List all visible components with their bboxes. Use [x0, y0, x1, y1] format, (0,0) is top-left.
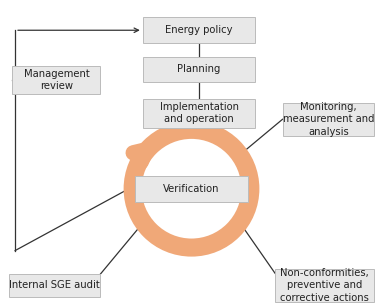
FancyBboxPatch shape — [143, 57, 255, 82]
Text: Verification: Verification — [163, 184, 220, 194]
FancyBboxPatch shape — [143, 99, 255, 128]
Text: Internal SGE audit: Internal SGE audit — [9, 280, 100, 290]
Text: Energy policy: Energy policy — [165, 25, 233, 35]
Text: Monitoring,
measurement and
analysis: Monitoring, measurement and analysis — [283, 102, 374, 137]
Text: Management
review: Management review — [23, 69, 89, 91]
FancyBboxPatch shape — [275, 269, 375, 302]
Text: Implementation
and operation: Implementation and operation — [159, 102, 239, 124]
Text: Planning: Planning — [177, 64, 221, 75]
FancyBboxPatch shape — [8, 274, 100, 297]
FancyBboxPatch shape — [143, 18, 255, 43]
Text: Non-conformities,
preventive and
corrective actions: Non-conformities, preventive and correct… — [280, 268, 369, 303]
FancyBboxPatch shape — [283, 103, 375, 136]
FancyBboxPatch shape — [135, 176, 248, 201]
FancyBboxPatch shape — [12, 66, 100, 94]
